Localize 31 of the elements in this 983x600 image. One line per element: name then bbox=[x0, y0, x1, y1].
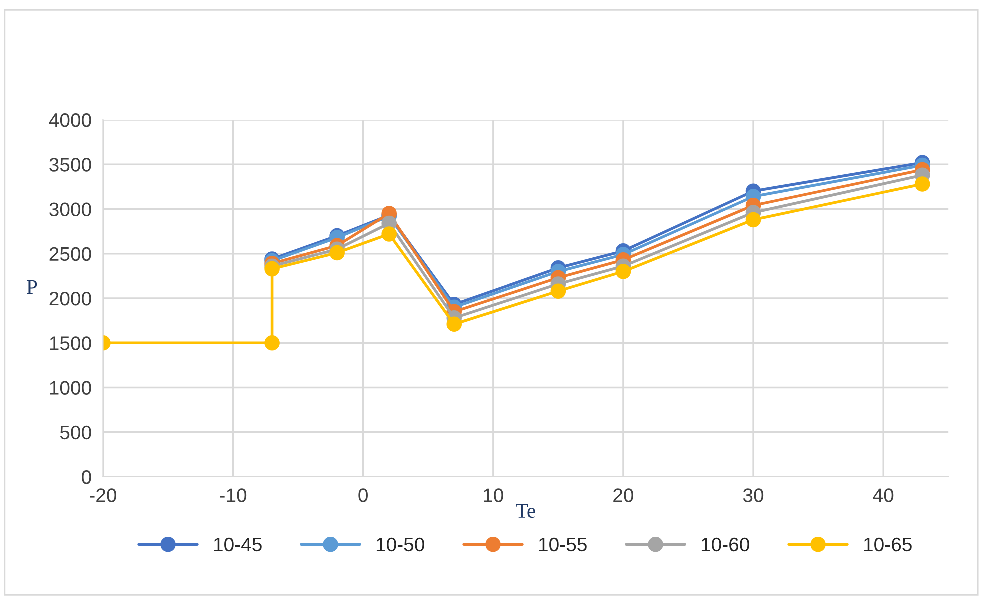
legend-label: 10-50 bbox=[376, 538, 424, 552]
y-tick-label: 1500 bbox=[50, 336, 92, 350]
point bbox=[382, 226, 397, 242]
y-tick-label: 0 bbox=[82, 470, 92, 484]
legend-label: 10-65 bbox=[864, 538, 912, 552]
x-tick-label: -10 bbox=[220, 488, 247, 502]
legend-label: 10-55 bbox=[539, 538, 587, 552]
y-axis-title: P bbox=[26, 280, 38, 294]
x-tick-label: 10 bbox=[484, 488, 504, 502]
x-tick-label: 0 bbox=[358, 488, 368, 502]
point bbox=[330, 245, 345, 261]
point bbox=[616, 264, 632, 280]
x-tick-label: 20 bbox=[614, 488, 634, 502]
y-tick-label: 1000 bbox=[50, 381, 92, 395]
point bbox=[746, 212, 762, 228]
y-tick-label: 2000 bbox=[50, 292, 92, 306]
x-tick-label: 30 bbox=[743, 488, 764, 502]
x-tick-label: -20 bbox=[90, 488, 117, 502]
legend-label: 10-45 bbox=[214, 538, 262, 552]
y-tick-label: 2500 bbox=[50, 247, 92, 262]
y-tick-label: 4000 bbox=[49, 113, 92, 128]
point bbox=[264, 335, 280, 351]
x-tick-label: 40 bbox=[873, 488, 894, 502]
y-tick-label: 500 bbox=[60, 426, 92, 440]
point bbox=[914, 176, 930, 192]
point bbox=[550, 284, 566, 299]
y-tick-label: 3000 bbox=[50, 202, 92, 216]
point bbox=[446, 316, 462, 332]
legend-label: 10-60 bbox=[702, 538, 750, 552]
x-axis-title: Te bbox=[516, 504, 536, 518]
y-tick-label: 3500 bbox=[50, 158, 92, 172]
